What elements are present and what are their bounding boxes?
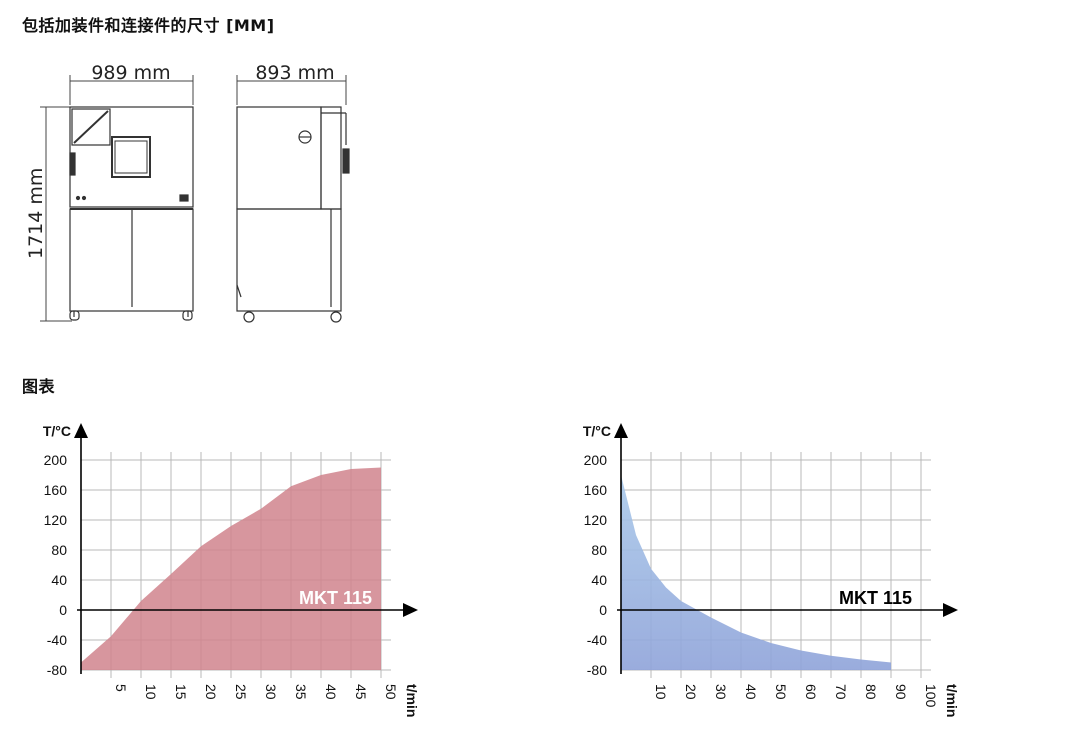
y-tick-label: -40 bbox=[587, 632, 607, 648]
x-tick-label: 30 bbox=[713, 684, 729, 700]
y-tick-label: 40 bbox=[591, 572, 607, 588]
heating-area bbox=[81, 467, 381, 670]
x-tick-label: 15 bbox=[173, 684, 189, 700]
x-tick-label: 20 bbox=[683, 684, 699, 700]
y-tick-label: 0 bbox=[599, 602, 607, 618]
cooling-chart: 200 160 120 80 40 0 -40 -80 10 20 30 40 50 60 70 80 90 10… bbox=[583, 423, 960, 717]
y-tick-label: 120 bbox=[44, 512, 68, 528]
x-tick-label: 30 bbox=[263, 684, 279, 700]
x-axis-title: t/min bbox=[944, 684, 960, 717]
y-tick-label: 160 bbox=[584, 482, 608, 498]
y-axis-title: T/°C bbox=[43, 423, 71, 439]
dimension-drawing: 989 mm 893 mm 1714 mm bbox=[25, 62, 350, 323]
x-tick-label: 10 bbox=[143, 684, 159, 700]
x-tick-label: 25 bbox=[233, 684, 249, 700]
depth-dimension: 893 mm bbox=[236, 62, 347, 105]
y-tick-label: 40 bbox=[51, 572, 67, 588]
x-tick-label: 45 bbox=[353, 684, 369, 700]
x-axis-arrow bbox=[943, 603, 958, 617]
x-tick-label: 5 bbox=[113, 684, 129, 692]
y-axis-arrow bbox=[614, 423, 628, 438]
side-view bbox=[236, 106, 350, 323]
width-label: 989 mm bbox=[91, 62, 170, 84]
series-label: MKT 115 bbox=[839, 588, 912, 608]
y-axis-arrow bbox=[74, 423, 88, 438]
y-tick-label: 80 bbox=[591, 542, 607, 558]
cooling-area bbox=[621, 475, 891, 670]
x-tick-label: 90 bbox=[893, 684, 909, 700]
y-tick-label: 160 bbox=[44, 482, 68, 498]
x-tick-label: 80 bbox=[863, 684, 879, 700]
y-tick-label: -40 bbox=[47, 632, 67, 648]
x-axis-title: t/min bbox=[404, 684, 420, 717]
x-tick-label: 20 bbox=[203, 684, 219, 700]
charts-section-title: 图表 bbox=[22, 377, 56, 396]
x-tick-label: 60 bbox=[803, 684, 819, 700]
x-tick-label: 50 bbox=[383, 684, 399, 700]
series-label: MKT 115 bbox=[299, 588, 372, 608]
depth-label: 893 mm bbox=[255, 62, 334, 84]
dimensions-section-title: 包括加装件和连接件的尺寸 [MM] bbox=[22, 16, 275, 35]
y-tick-label: -80 bbox=[47, 662, 67, 678]
y-axis-title: T/°C bbox=[583, 423, 611, 439]
width-dimension: 989 mm bbox=[69, 62, 194, 105]
y-tick-label: 80 bbox=[51, 542, 67, 558]
x-tick-label: 70 bbox=[833, 684, 849, 700]
y-tick-label: 200 bbox=[44, 452, 68, 468]
height-label: 1714 mm bbox=[25, 168, 47, 259]
x-tick-label: 10 bbox=[653, 684, 669, 700]
y-tick-label: 120 bbox=[584, 512, 608, 528]
x-tick-label: 35 bbox=[293, 684, 309, 700]
x-tick-label: 40 bbox=[323, 684, 339, 700]
y-tick-label: 0 bbox=[59, 602, 67, 618]
height-dimension: 1714 mm bbox=[25, 106, 72, 322]
x-tick-label: 40 bbox=[743, 684, 759, 700]
y-tick-label: 200 bbox=[584, 452, 608, 468]
x-tick-label: 50 bbox=[773, 684, 789, 700]
y-tick-label: -80 bbox=[587, 662, 607, 678]
front-view bbox=[69, 106, 194, 321]
x-tick-label: 100 bbox=[923, 684, 939, 708]
x-axis-arrow bbox=[403, 603, 418, 617]
